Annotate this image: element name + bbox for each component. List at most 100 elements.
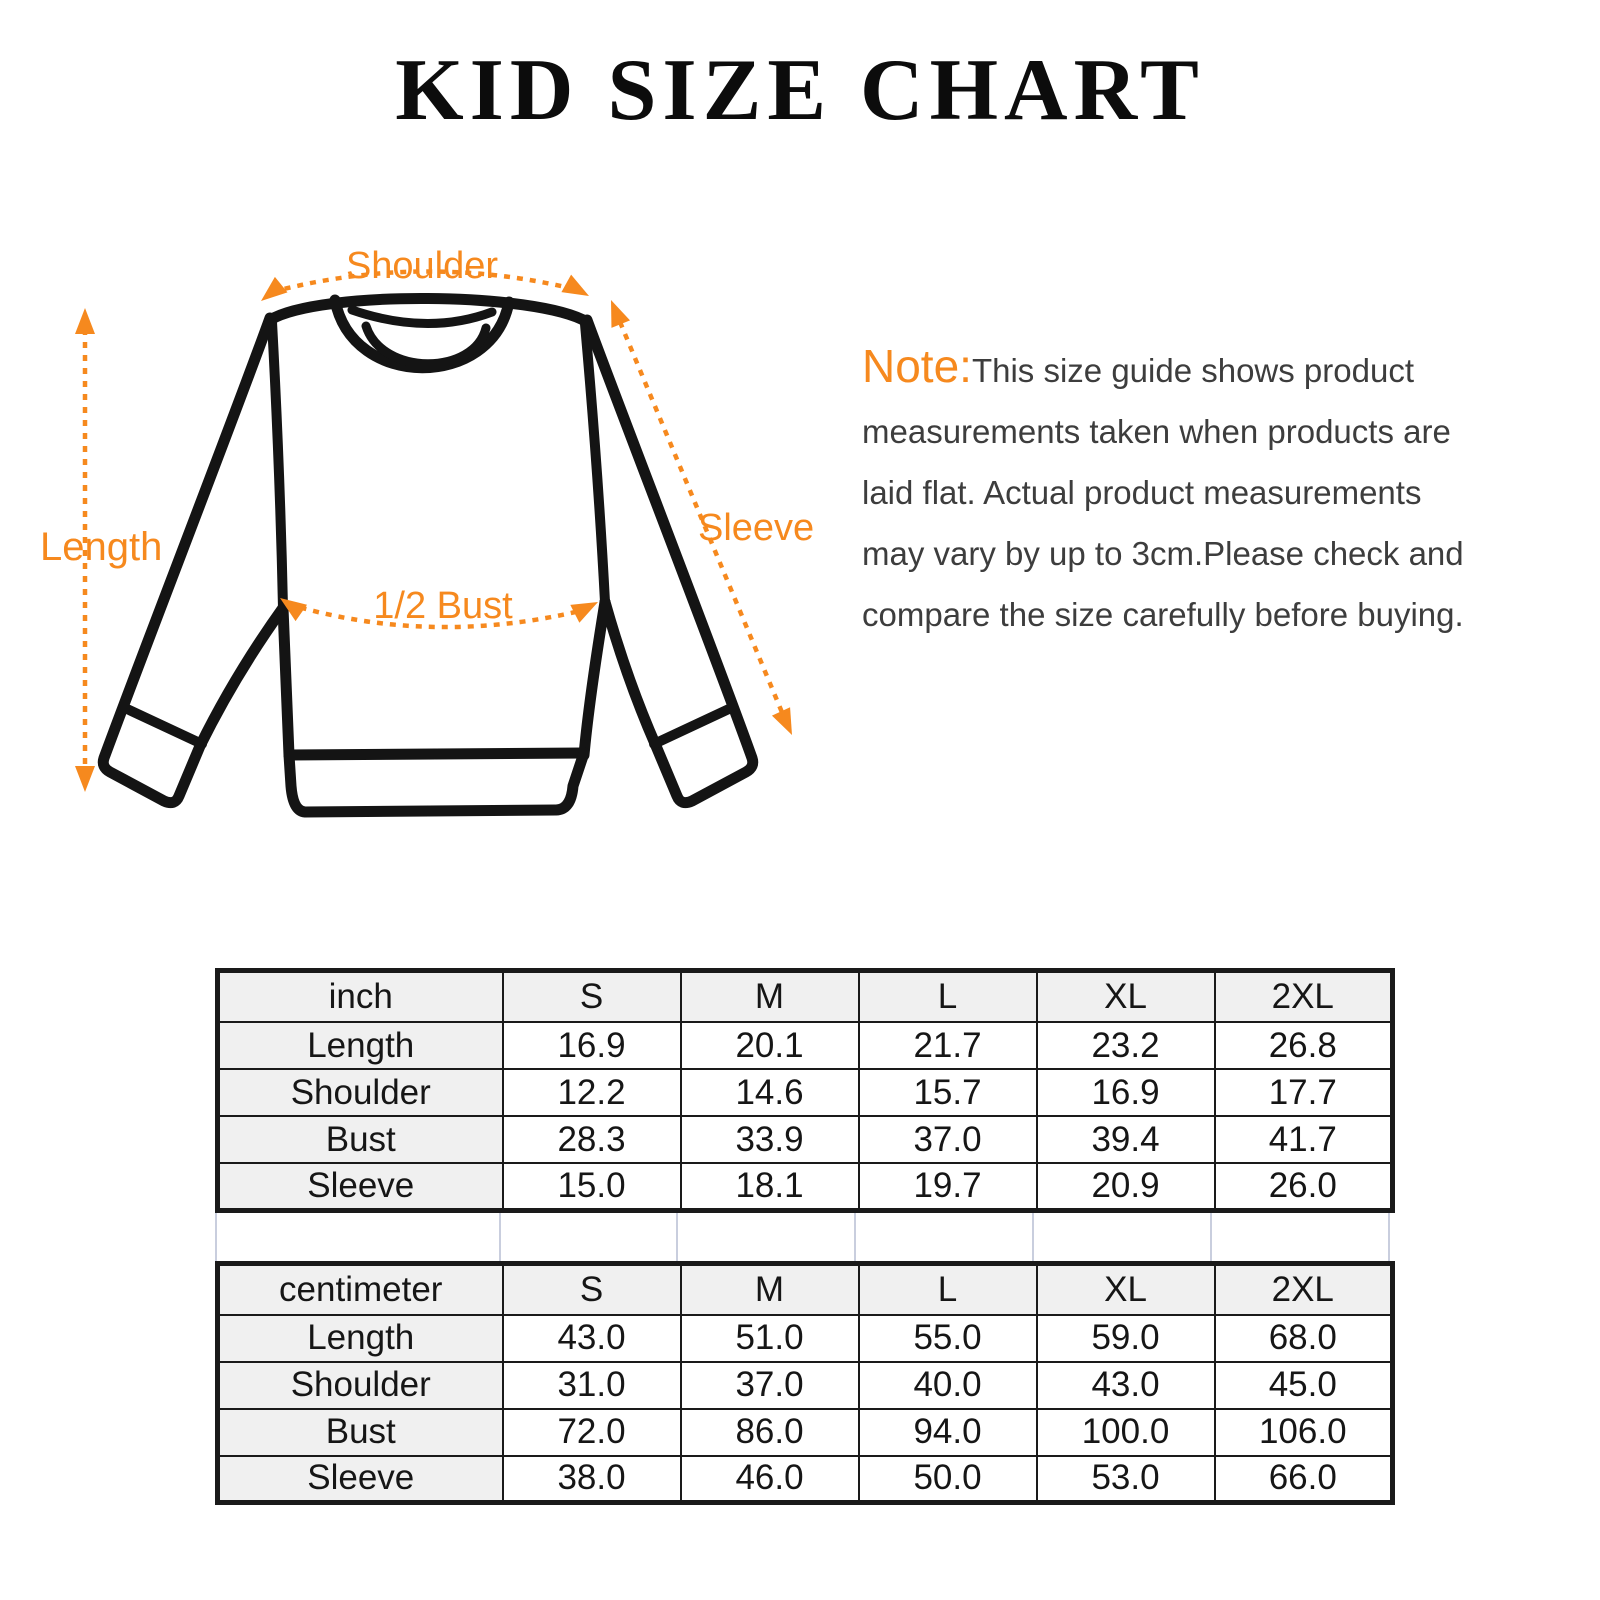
inch-table: inch S M L XL 2XL Length 16.9 20.1 21.7 23.2 26.8 Sh… [215,968,1395,1213]
spacer-cell [1034,1212,1213,1261]
size-column-header: 2XL [1213,969,1394,1023]
unit-header: centimeter [216,1262,504,1316]
size-value-cell: 38.0 [501,1454,682,1504]
size-column-header: S [501,1262,682,1316]
size-tables: inch S M L XL 2XL Length 16.9 20.1 21.7 23.2 26.8 Sh… [215,968,1395,1505]
size-column-header: L [857,969,1038,1023]
size-value-cell: 46.0 [679,1454,860,1504]
note-line: compare the size carefully before buying… [862,596,1464,633]
sleeve-label: Sleeve [698,507,814,549]
row-label: Bust [216,1407,504,1457]
size-value-cell: 45.0 [1213,1360,1394,1410]
row-label: Length [216,1021,504,1070]
row-label: Sleeve [216,1162,504,1211]
unit-header: inch [216,969,504,1023]
size-column-header: 2XL [1213,1262,1394,1316]
size-value-cell: 55.0 [857,1313,1038,1363]
size-column-header: S [501,969,682,1023]
size-column-header: XL [1035,969,1216,1023]
size-value-cell: 51.0 [679,1313,860,1363]
size-value-cell: 21.7 [857,1021,1038,1070]
size-value-cell: 66.0 [1213,1454,1394,1504]
spacer-cell [501,1212,679,1261]
table-row: Bust 72.0 86.0 94.0 100.0 106.0 [216,1407,1394,1457]
size-value-cell: 106.0 [1213,1407,1394,1457]
size-column-header: XL [1035,1262,1216,1316]
note-line: Note:This size guide shows product [862,336,1522,401]
size-value-cell: 33.9 [679,1115,860,1164]
size-value-cell: 19.7 [857,1162,1038,1211]
table-row: Length 16.9 20.1 21.7 23.2 26.8 [216,1021,1394,1070]
size-value-cell: 20.9 [1035,1162,1216,1211]
size-value-cell: 26.0 [1213,1162,1394,1211]
size-value-cell: 23.2 [1035,1021,1216,1070]
size-value-cell: 72.0 [501,1407,682,1457]
table-row: Shoulder 31.0 37.0 40.0 43.0 45.0 [216,1360,1394,1410]
note-line: measurements taken when products are [862,413,1451,450]
size-value-cell: 31.0 [501,1360,682,1410]
size-value-cell: 20.1 [679,1021,860,1070]
size-value-cell: 17.7 [1213,1068,1394,1117]
size-value-cell: 37.0 [857,1115,1038,1164]
shoulder-label: Shoulder [346,245,498,287]
size-value-cell: 14.6 [679,1068,860,1117]
spacer-cell [678,1212,857,1261]
note-line: laid flat. Actual product measurements [862,474,1422,511]
size-value-cell: 41.7 [1213,1115,1394,1164]
size-value-cell: 39.4 [1035,1115,1216,1164]
row-label: Length [216,1313,504,1363]
row-label: Shoulder [216,1068,504,1117]
size-value-cell: 37.0 [679,1360,860,1410]
page-title: KID SIZE CHART [395,42,1205,139]
length-label: Length [40,525,162,569]
size-value-cell: 15.7 [857,1068,1038,1117]
row-label: Bust [216,1115,504,1164]
table-spacer [215,1212,1390,1261]
size-column-header: M [679,969,860,1023]
sweater-measurement-diagram: Shoulder Length Sleeve 1/2 Bust [40,245,814,818]
size-value-cell: 15.0 [501,1162,682,1211]
table-row: Shoulder 12.2 14.6 15.7 16.9 17.7 [216,1068,1394,1117]
size-value-cell: 53.0 [1035,1454,1216,1504]
size-value-cell: 50.0 [857,1454,1038,1504]
header-row: centimeter S M L XL 2XL [216,1262,1394,1316]
sweater-outline [97,292,759,818]
size-value-cell: 28.3 [501,1115,682,1164]
size-value-cell: 26.8 [1213,1021,1394,1070]
size-value-cell: 16.9 [501,1021,682,1070]
row-label: Shoulder [216,1360,504,1410]
size-value-cell: 43.0 [501,1313,682,1363]
size-value-cell: 40.0 [857,1360,1038,1410]
size-value-cell: 86.0 [679,1407,860,1457]
size-value-cell: 18.1 [679,1162,860,1211]
arrowheads [75,274,792,792]
size-column-header: L [857,1262,1038,1316]
table-row: Sleeve 38.0 46.0 50.0 53.0 66.0 [216,1454,1394,1504]
centimeter-table: centimeter S M L XL 2XL Length 43.0 51.0 55.0 59.0… [215,1260,1395,1505]
table-row: Bust 28.3 33.9 37.0 39.4 41.7 [216,1115,1394,1164]
size-value-cell: 12.2 [501,1068,682,1117]
note-text: This size guide shows product [971,352,1415,389]
note-prefix: Note: [862,340,972,392]
spacer-cell [215,1212,501,1261]
row-label: Sleeve [216,1454,504,1504]
spacer-cell [856,1212,1035,1261]
table-row: Sleeve 15.0 18.1 19.7 20.9 26.0 [216,1162,1394,1211]
note-block: Note:This size guide shows product measu… [862,336,1522,645]
bust-arrow [287,601,593,630]
table-row: Length 43.0 51.0 55.0 59.0 68.0 [216,1313,1394,1363]
measurement-arrows [75,269,792,792]
size-value-cell: 100.0 [1035,1407,1216,1457]
header-row: inch S M L XL 2XL [216,969,1394,1023]
note-line: may vary by up to 3cm.Please check and [862,535,1464,572]
size-value-cell: 94.0 [857,1407,1038,1457]
size-value-cell: 16.9 [1035,1068,1216,1117]
size-value-cell: 59.0 [1035,1313,1216,1363]
shoulder-arrow [271,269,579,295]
size-column-header: M [679,1262,860,1316]
spacer-cell [1212,1212,1390,1261]
size-value-cell: 68.0 [1213,1313,1394,1363]
bust-label: 1/2 Bust [373,585,513,627]
size-value-cell: 43.0 [1035,1360,1216,1410]
